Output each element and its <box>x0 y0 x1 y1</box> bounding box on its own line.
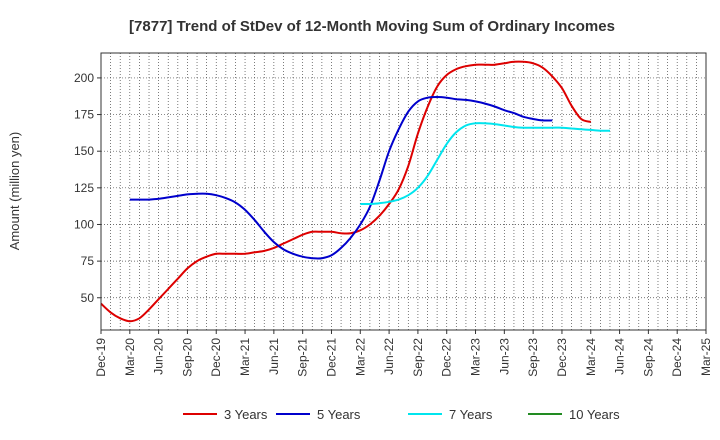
y-tick-label: 200 <box>74 71 94 85</box>
x-axis: Dec-19 Mar-20 Jun-20 Sep-20 Dec-20 Mar-21 Jun-… <box>94 330 713 377</box>
x-tick-label: Jun-23 <box>497 338 511 375</box>
x-tick-label: Jun-20 <box>152 338 166 375</box>
x-tick-label: Sep-23 <box>526 338 540 377</box>
series-line-5-years <box>129 96 553 260</box>
y-tick-label: 100 <box>74 217 94 231</box>
x-tick-label: Dec-19 <box>94 338 108 377</box>
y-tick-label: 50 <box>81 291 95 305</box>
plot-frame <box>100 52 707 331</box>
x-tick-label: Mar-24 <box>584 338 598 376</box>
x-tick-label: Dec-20 <box>209 338 223 377</box>
x-tick-label: Dec-21 <box>324 338 338 377</box>
x-tick-label: Jun-24 <box>613 338 627 375</box>
x-tick-label: Sep-24 <box>641 338 655 377</box>
y-tick-label: 125 <box>74 181 94 195</box>
y-axis: 50 75 100 125 150 175 200 <box>74 71 101 305</box>
x-tick-label: Mar-20 <box>123 338 137 376</box>
legend: 3 Years 5 Years 7 Years 10 Years <box>183 407 620 422</box>
x-tick-label: Mar-23 <box>469 338 483 376</box>
plot-area <box>101 53 706 330</box>
series-line-3-years <box>100 60 592 323</box>
grid <box>101 53 706 330</box>
y-tick-label: 150 <box>74 144 94 158</box>
x-tick-label: Dec-22 <box>440 338 454 377</box>
x-tick-label: Jun-21 <box>267 338 281 375</box>
y-axis-label: Amount (million yen) <box>7 132 22 251</box>
legend-label: 5 Years <box>317 407 361 422</box>
x-tick-label: Jun-22 <box>382 338 396 375</box>
x-tick-label: Mar-22 <box>353 338 367 376</box>
y-tick-label: 75 <box>81 254 95 268</box>
y-tick-label: 175 <box>74 108 94 122</box>
x-tick-label: Sep-22 <box>411 338 425 377</box>
legend-label: 3 Years <box>224 407 268 422</box>
legend-label: 7 Years <box>449 407 493 422</box>
chart-title: [7877] Trend of StDev of 12-Month Moving… <box>129 18 615 35</box>
legend-label: 10 Years <box>569 407 620 422</box>
x-tick-label: Sep-20 <box>180 338 194 377</box>
x-tick-label: Sep-21 <box>296 338 310 377</box>
x-tick-label: Dec-23 <box>555 338 569 377</box>
x-tick-label: Mar-25 <box>699 338 713 376</box>
x-tick-label: Dec-24 <box>670 338 684 377</box>
series-line-7-years <box>360 122 611 206</box>
x-tick-label: Mar-21 <box>238 338 252 376</box>
series-lines <box>100 60 611 323</box>
